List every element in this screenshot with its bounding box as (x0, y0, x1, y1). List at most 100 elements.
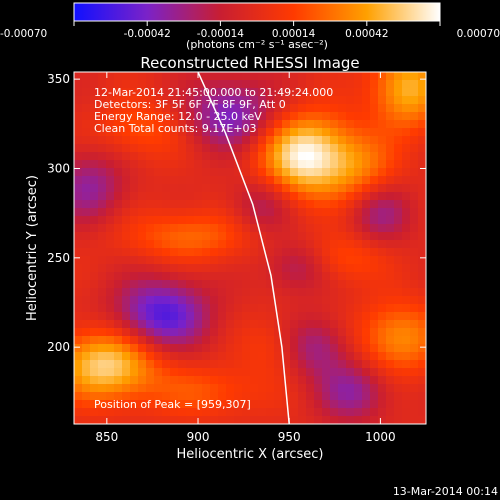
heatmap-cell (266, 304, 275, 313)
heatmap-cell (90, 296, 99, 305)
heatmap-cell (74, 256, 83, 265)
heatmap-cell (226, 160, 235, 169)
heatmap-cell (370, 344, 379, 353)
heatmap-cell (170, 144, 179, 153)
heatmap-cell (234, 232, 243, 241)
heatmap-cell (314, 344, 323, 353)
heatmap-cell (370, 104, 379, 113)
heatmap-cell (138, 288, 147, 297)
heatmap-cell (226, 288, 235, 297)
heatmap-cell (418, 256, 426, 265)
heatmap-cell (418, 360, 426, 369)
heatmap-cell (250, 376, 259, 385)
heatmap-cell (306, 336, 315, 345)
heatmap-cell (274, 336, 283, 345)
heatmap-cell (306, 120, 315, 129)
heatmap-cell (170, 224, 179, 233)
heatmap-cell (218, 304, 227, 313)
heatmap-cell (130, 392, 139, 401)
heatmap-cell (322, 120, 331, 129)
heatmap-cell (218, 280, 227, 289)
heatmap-cell (106, 320, 115, 329)
heatmap-cell (290, 144, 299, 153)
heatmap-cell (338, 184, 347, 193)
heatmap-cell (258, 304, 267, 313)
heatmap-cell (338, 392, 347, 401)
heatmap-cell (82, 200, 91, 209)
heatmap-cell (370, 368, 379, 377)
heatmap-cell (122, 112, 131, 121)
heatmap-cell (218, 384, 227, 393)
heatmap-cell (314, 176, 323, 185)
heatmap-cell (242, 120, 251, 129)
heatmap-cell (330, 216, 339, 225)
heatmap-cell (202, 136, 211, 145)
heatmap-cell (330, 392, 339, 401)
heatmap-cell (298, 120, 307, 129)
heatmap-cell (162, 312, 171, 321)
heatmap-cell (130, 368, 139, 377)
heatmap-cell (122, 160, 131, 169)
heatmap-cell (370, 96, 379, 105)
heatmap-cell (346, 304, 355, 313)
heatmap-cell (370, 256, 379, 265)
heatmap-cell (402, 200, 411, 209)
heatmap-cell (338, 280, 347, 289)
heatmap-cell (298, 400, 307, 409)
heatmap-cell (186, 96, 195, 105)
heatmap-cell (410, 288, 419, 297)
colorbar: -0.00070 -0.00042 -0.00014 0.00014 0.00042 0.… (0, 2, 500, 51)
heatmap-cell (418, 152, 426, 161)
heatmap-cell (402, 128, 411, 137)
heatmap-cell (402, 120, 411, 129)
heatmap-cell (218, 264, 227, 273)
heatmap-cell (154, 224, 163, 233)
heatmap-cell (162, 344, 171, 353)
heatmap-cell (210, 376, 219, 385)
heatmap-cell (330, 384, 339, 393)
heatmap-cell (90, 280, 99, 289)
heatmap-cell (298, 152, 307, 161)
heatmap-cell (202, 416, 211, 424)
heatmap-cell (346, 280, 355, 289)
heatmap-cell (234, 344, 243, 353)
heatmap-cell (362, 128, 371, 137)
heatmap-cell (98, 408, 107, 417)
heatmap-cell (402, 184, 411, 193)
heatmap-cell (394, 160, 403, 169)
heatmap-cell (218, 328, 227, 337)
heatmap-cell (226, 176, 235, 185)
heatmap-cell (378, 296, 387, 305)
heatmap-cell (202, 72, 211, 81)
heatmap-cell (178, 384, 187, 393)
heatmap-cell (122, 96, 131, 105)
heatmap-cell (410, 328, 419, 337)
heatmap-cell (122, 280, 131, 289)
heatmap-cell (282, 200, 291, 209)
heatmap-cell (322, 272, 331, 281)
heatmap-cell (90, 216, 99, 225)
heatmap-cell (154, 112, 163, 121)
heatmap-cell (290, 248, 299, 257)
heatmap-cell (146, 216, 155, 225)
heatmap-cell (194, 104, 203, 113)
heatmap-cell (170, 256, 179, 265)
heatmap-cell (290, 136, 299, 145)
heatmap-cell (354, 160, 363, 169)
heatmap-cell (346, 240, 355, 249)
heatmap-cell (242, 296, 251, 305)
heatmap-cell (298, 256, 307, 265)
heatmap-cell (234, 176, 243, 185)
heatmap-cell (266, 104, 275, 113)
heatmap-cell (290, 88, 299, 97)
heatmap-cell (90, 304, 99, 313)
heatmap-cell (90, 88, 99, 97)
heatmap-cell (346, 296, 355, 305)
heatmap-cell (298, 408, 307, 417)
heatmap-cell (370, 280, 379, 289)
heatmap-cell (242, 288, 251, 297)
heatmap-cell (218, 272, 227, 281)
heatmap-cell (154, 336, 163, 345)
heatmap-cell (418, 224, 426, 233)
heatmap-cell (170, 72, 179, 81)
